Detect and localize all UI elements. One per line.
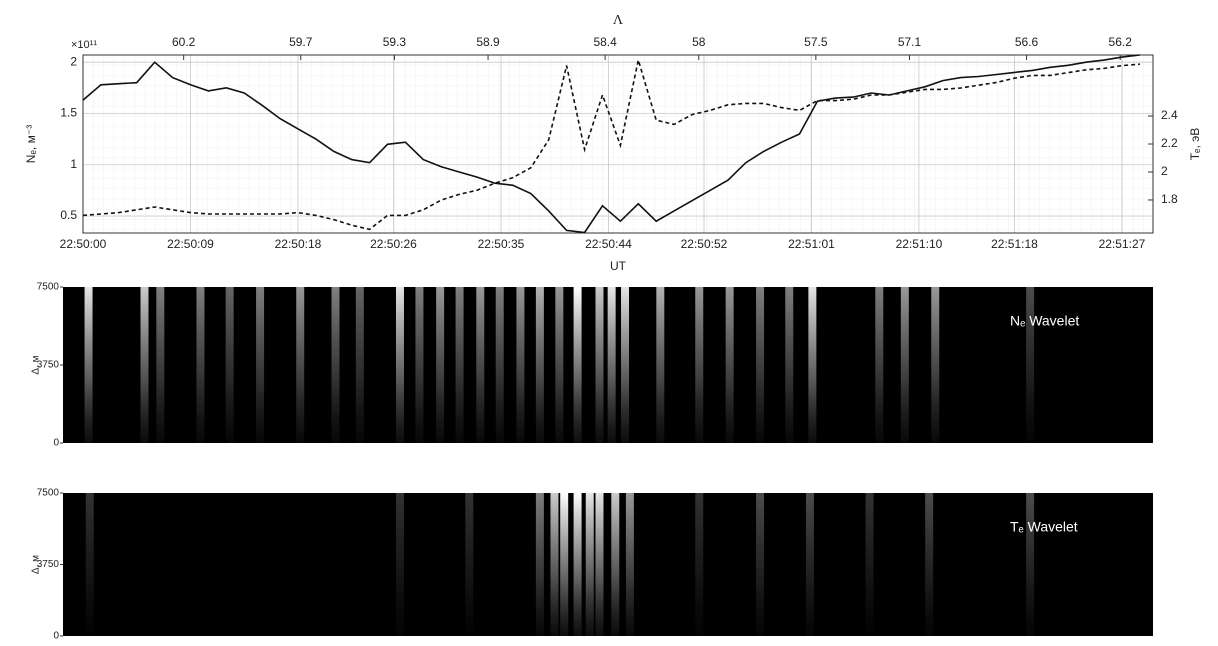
- wavelet-panel: [63, 493, 1153, 636]
- y-tick-label: 0.5: [60, 208, 77, 222]
- y-axis-label: Δ, м: [31, 555, 42, 574]
- wavelet-stripe: [331, 287, 340, 443]
- data-line: [82, 59, 1140, 231]
- x-tick-label: 22:51:01: [788, 237, 835, 251]
- wavelet-stripe: [625, 493, 634, 636]
- wavelet-stripe: [805, 493, 814, 636]
- y-tick-label: 3750: [37, 559, 60, 570]
- wavelet-stripe: [595, 493, 604, 636]
- wavelet-stripe: [595, 287, 604, 443]
- x-tick-label: 22:51:18: [991, 237, 1038, 251]
- wavelet-stripe: [785, 287, 794, 443]
- wavelet-stripe: [395, 493, 404, 636]
- wavelet-stripe: [395, 287, 404, 443]
- wavelet-stripe: [495, 287, 504, 443]
- wavelet-stripe: [476, 287, 485, 443]
- wavelet-stripe: [1026, 287, 1035, 443]
- y-tick-label: 3750: [37, 360, 60, 371]
- x-tick-label: 22:50:52: [681, 237, 728, 251]
- x2-tick-label: 58: [692, 35, 706, 49]
- wavelet-stripe: [560, 493, 569, 636]
- wavelet-stripe: [455, 287, 464, 443]
- wavelet-stripe: [808, 287, 817, 443]
- wavelet-stripe: [756, 493, 765, 636]
- wavelet-stripe: [925, 493, 934, 636]
- wavelet-stripe: [465, 493, 474, 636]
- y2-axis-label: Tₑ, эВ: [1188, 128, 1202, 161]
- x2-tick-label: 57.1: [898, 35, 922, 49]
- y-tick-label: 1.5: [60, 106, 77, 120]
- y2-tick-label: 1.8: [1161, 192, 1178, 206]
- wavelet-stripe: [607, 287, 616, 443]
- wavelet-stripe: [931, 287, 940, 443]
- x-tick-label: 22:51:27: [1099, 237, 1146, 251]
- x-axis-label: UT: [610, 259, 627, 273]
- x-tick-label: 22:50:35: [478, 237, 525, 251]
- wavelet-stripe: [611, 493, 620, 636]
- wavelet-stripe: [725, 287, 734, 443]
- y-exponent: ×10¹¹: [71, 39, 97, 51]
- wavelet-stripe: [84, 287, 93, 443]
- panel-label: Tₑ Wavelet: [1010, 519, 1078, 535]
- wavelet-stripe: [900, 287, 909, 443]
- wavelet-stripe: [1026, 493, 1035, 636]
- y2-tick-label: 2.4: [1161, 108, 1178, 122]
- wavelet-stripe: [535, 287, 544, 443]
- panel-label: Nₑ Wavelet: [1010, 313, 1079, 329]
- x2-tick-label: 58.4: [593, 35, 617, 49]
- wavelet-stripe: [695, 493, 704, 636]
- wavelet-stripe: [573, 493, 582, 636]
- wavelet-stripe: [865, 493, 874, 636]
- wavelet-stripe: [140, 287, 149, 443]
- wavelet-stripe: [535, 493, 544, 636]
- y-tick-label: 2: [70, 54, 77, 68]
- y-tick-label: 1: [70, 157, 77, 171]
- plot-frame: [82, 54, 1154, 234]
- y-axis-label: Δ, м: [31, 355, 42, 374]
- y-tick-label: 7500: [37, 488, 60, 499]
- wavelet-stripe: [550, 493, 559, 636]
- y2-tick-label: 2.2: [1161, 136, 1178, 150]
- x2-axis-label: Λ: [613, 13, 624, 28]
- x-tick-label: 22:50:26: [370, 237, 417, 251]
- wavelet-stripe: [355, 287, 364, 443]
- x2-tick-label: 59.7: [289, 35, 313, 49]
- x2-tick-label: 56.2: [1109, 35, 1133, 49]
- wavelet-stripe: [585, 493, 594, 636]
- wavelet-stripe: [225, 287, 234, 443]
- wavelet-stripe: [436, 287, 445, 443]
- wavelet-stripe: [85, 493, 94, 636]
- wavelet-stripe: [573, 287, 582, 443]
- wavelet-stripe: [256, 287, 265, 443]
- wavelet-stripe: [415, 287, 424, 443]
- x-tick-label: 22:50:09: [167, 237, 214, 251]
- wavelet-stripe: [296, 287, 305, 443]
- wavelet-stripe: [555, 287, 564, 443]
- data-line: [82, 54, 1140, 234]
- wavelet-stripe: [756, 287, 765, 443]
- x2-tick-label: 57.5: [804, 35, 828, 49]
- x2-tick-label: 58.9: [476, 35, 500, 49]
- x2-tick-label: 59.3: [383, 35, 407, 49]
- wavelet-stripe: [621, 287, 630, 443]
- y-tick-label: 0: [53, 438, 59, 449]
- wavelet-stripe: [196, 287, 205, 443]
- x-tick-label: 22:50:00: [60, 237, 107, 251]
- y2-tick-label: 2: [1161, 164, 1168, 178]
- y-axis-label: Nₑ, м⁻³: [24, 125, 38, 163]
- wavelet-stripe: [695, 287, 704, 443]
- y-tick-label: 0: [53, 631, 59, 641]
- wavelet-stripe: [875, 287, 884, 443]
- x2-tick-label: 60.2: [172, 35, 196, 49]
- minor-grid: [83, 55, 1153, 233]
- wavelet-stripe: [156, 287, 165, 443]
- x-tick-label: 22:51:10: [896, 237, 943, 251]
- wavelet-stripe: [516, 287, 525, 443]
- x2-tick-label: 56.6: [1015, 35, 1039, 49]
- y-tick-label: 7500: [37, 282, 60, 293]
- x-tick-label: 22:50:18: [275, 237, 322, 251]
- wavelet-stripe: [656, 287, 665, 443]
- x-tick-label: 22:50:44: [585, 237, 632, 251]
